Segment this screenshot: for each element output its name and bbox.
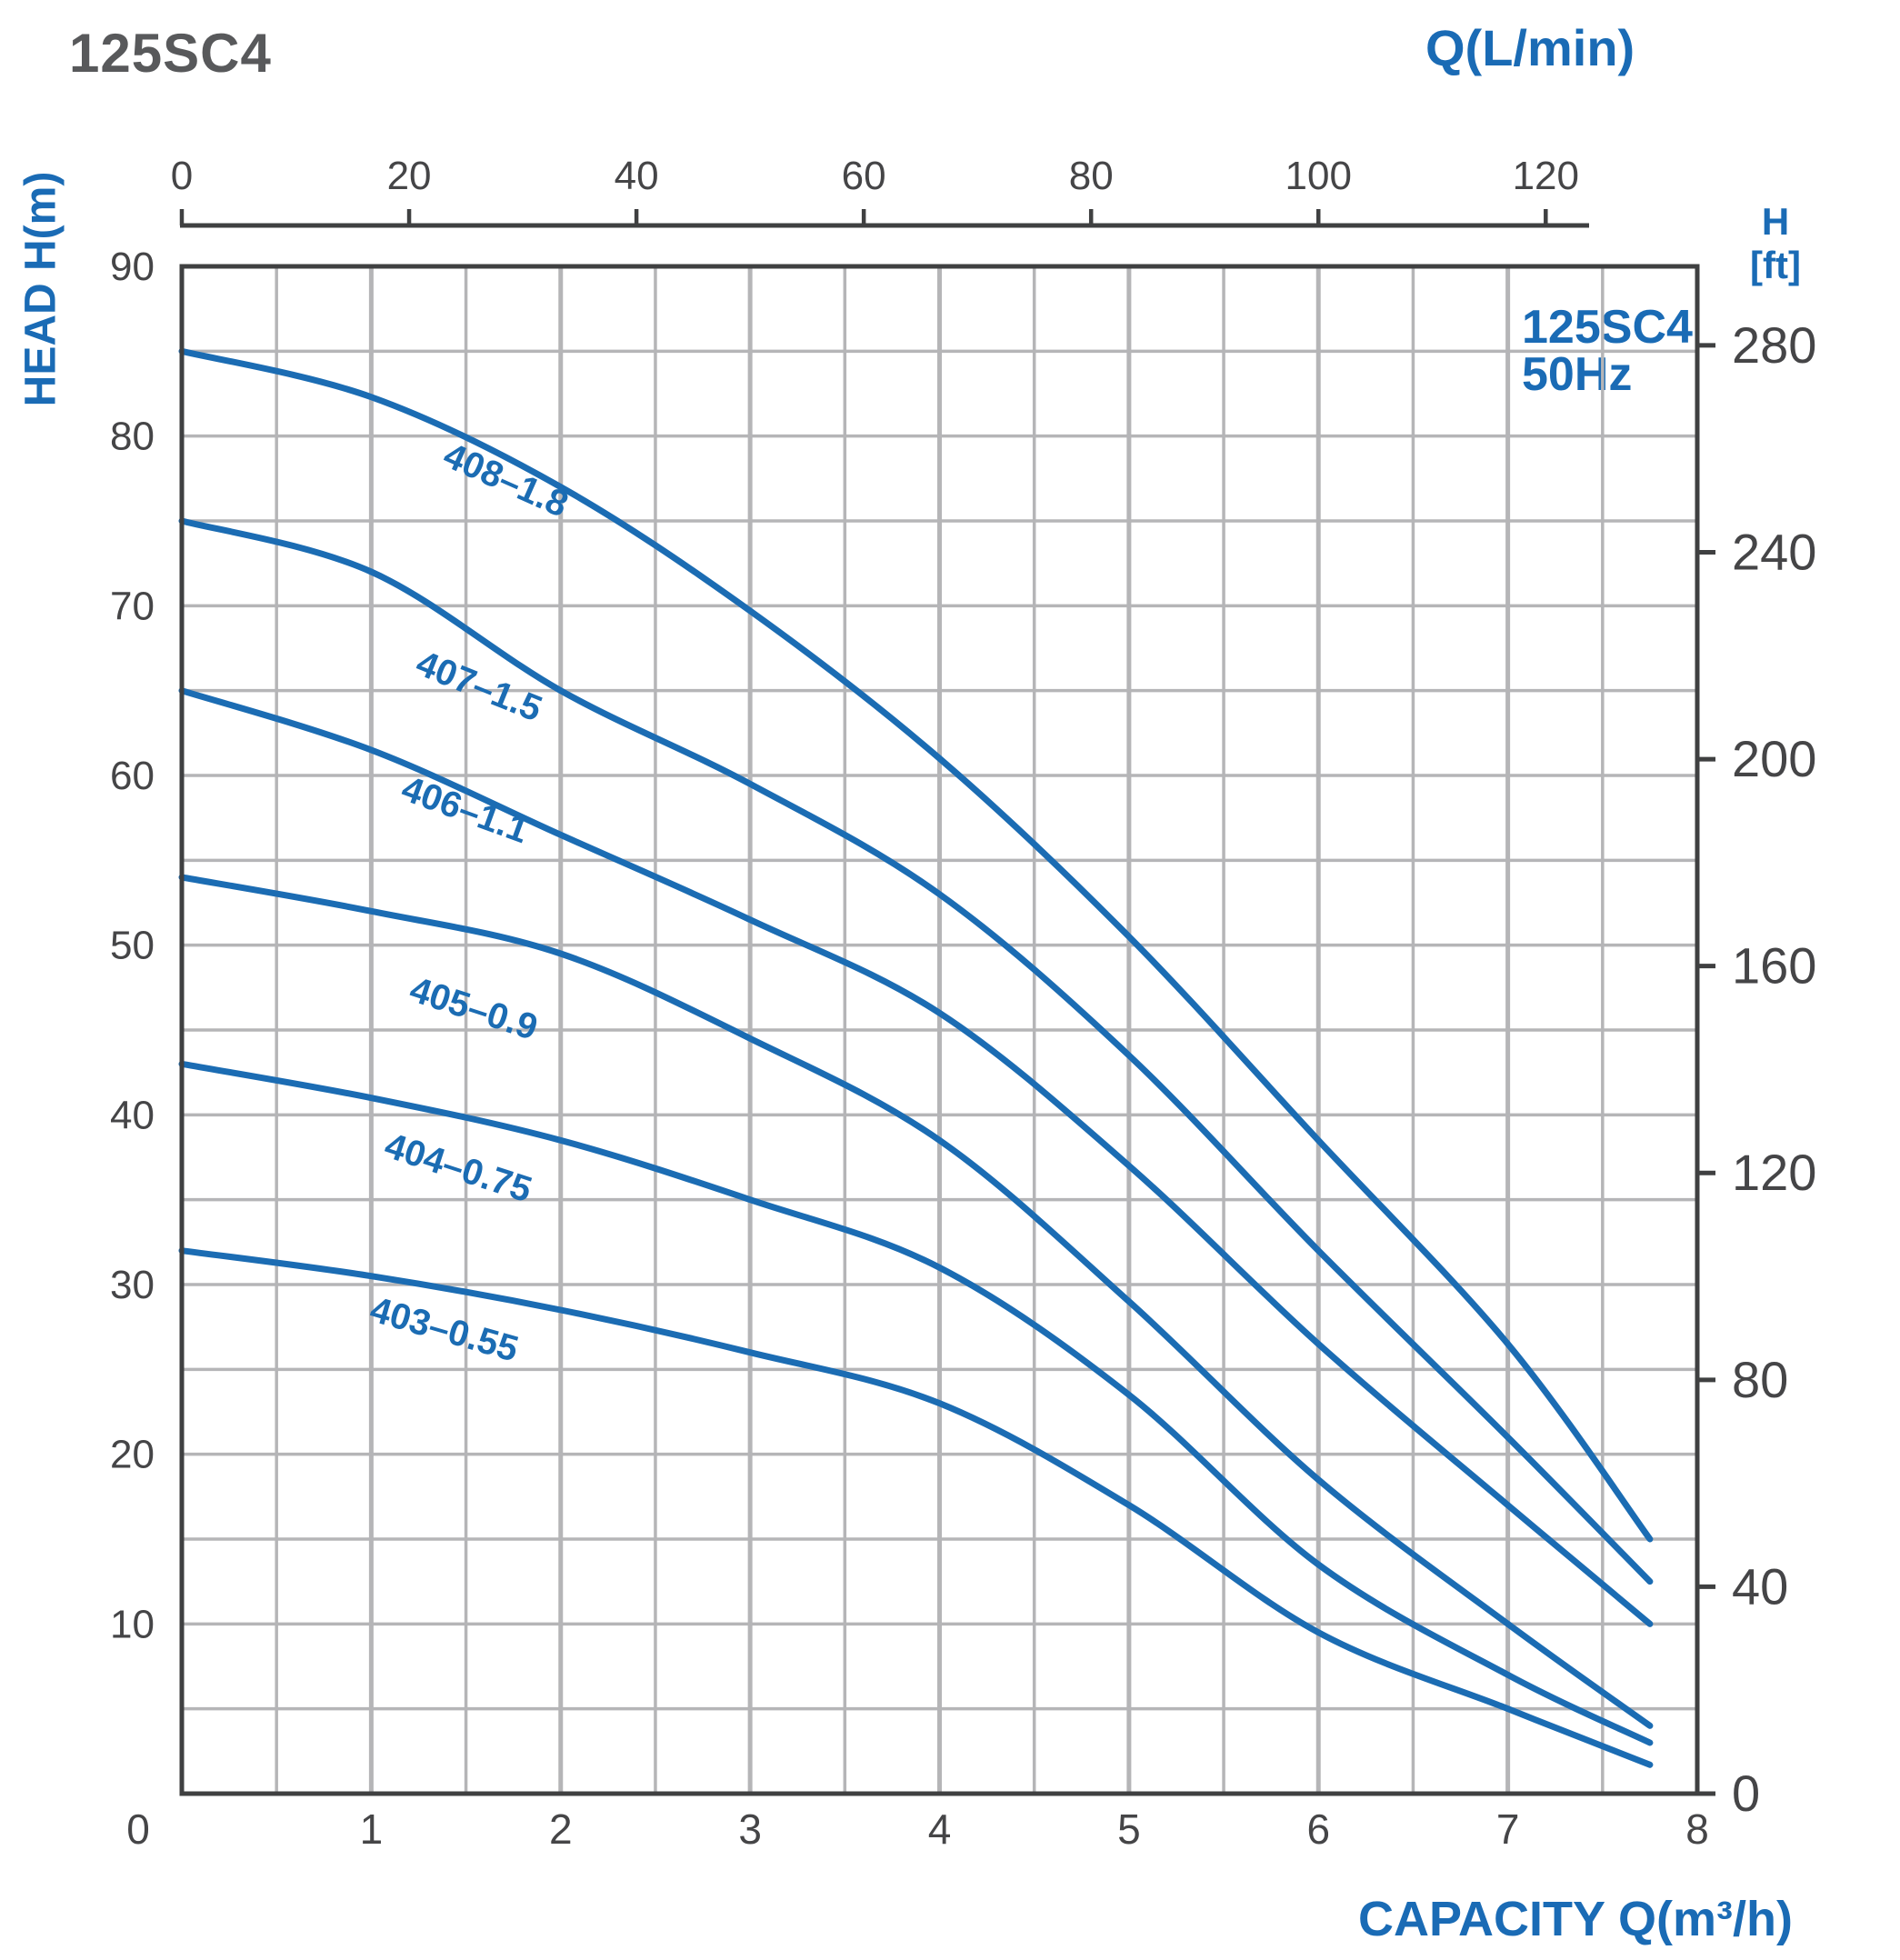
- bottom-axis-tick-label: 3: [738, 1805, 762, 1853]
- right-axis-tick-label: 160: [1732, 937, 1816, 995]
- left-axis-tick-label: 50: [110, 924, 155, 968]
- left-axis-tick-label: 70: [110, 584, 155, 628]
- chart-legend: 125SC4 50Hz: [1522, 304, 1693, 398]
- right-axis-tick-label: 120: [1732, 1144, 1816, 1201]
- left-axis-tick-label: 10: [110, 1602, 155, 1646]
- curve-2: [178, 517, 1654, 1585]
- left-axis-tick-label: 30: [110, 1263, 155, 1307]
- curve-label: 407–1.5: [411, 643, 548, 729]
- plot-border: [179, 264, 1700, 1796]
- top-axis-tick-label: 20: [387, 154, 432, 198]
- right-axis-tick-label: 240: [1732, 523, 1816, 580]
- curve-label: 408–1.8: [437, 435, 574, 525]
- right-axis-tick-label: 80: [1732, 1351, 1788, 1408]
- top-axis-tick-label: 60: [842, 154, 886, 198]
- top-axis-tick-label: 100: [1285, 154, 1352, 198]
- right-axis-tick-label: 0: [1732, 1765, 1760, 1822]
- curve-1: [178, 347, 1654, 1543]
- bottom-axis-tick-label: 0: [126, 1805, 150, 1853]
- bottom-axis-tick-label: 6: [1306, 1805, 1330, 1853]
- curve-label: 404–0.75: [380, 1125, 536, 1210]
- top-axis-tick-label: 0: [171, 154, 193, 198]
- top-axis-tick-label: 120: [1513, 154, 1579, 198]
- right-axis-title: H [ft]: [1735, 200, 1816, 287]
- left-axis-tick-label: 90: [110, 245, 155, 289]
- right-axis-title-line2: [ft]: [1750, 244, 1801, 286]
- legend-model: 125SC4: [1522, 301, 1693, 354]
- bottom-axis-tick-label: 1: [360, 1805, 384, 1853]
- right-axis-title-line1: H: [1761, 200, 1790, 243]
- top-axis-title: Q(L/min): [1425, 19, 1635, 76]
- bottom-axis-tick-label: 4: [928, 1805, 952, 1853]
- top-axis-tick-label: 80: [1069, 154, 1114, 198]
- bottom-axis-tick-label: 5: [1117, 1805, 1141, 1853]
- curve-5: [178, 1060, 1654, 1746]
- bottom-axis-tick-label: 7: [1496, 1805, 1520, 1853]
- curve-4: [178, 874, 1654, 1729]
- right-axis-tick-label: 280: [1732, 316, 1816, 374]
- left-axis-tick-label: 20: [110, 1433, 155, 1477]
- curve-label: 403–0.55: [365, 1289, 523, 1369]
- curve-label: 405–0.9: [405, 969, 542, 1048]
- right-axis-tick-label: 200: [1732, 730, 1816, 787]
- right-axis-tick-label: 40: [1732, 1557, 1788, 1615]
- bottom-axis-title: CAPACITY Q(m³/h): [1358, 1892, 1793, 1946]
- curve-3: [178, 687, 1654, 1627]
- curve-6: [178, 1247, 1654, 1768]
- bottom-axis-tick-label: 2: [549, 1805, 573, 1853]
- left-axis-tick-label: 80: [110, 415, 155, 459]
- page-title: 125SC4: [69, 23, 272, 84]
- left-axis-tick-label: 60: [110, 754, 155, 798]
- bottom-axis-tick-label: 8: [1685, 1805, 1709, 1853]
- legend-frequency: 50Hz: [1522, 348, 1633, 401]
- top-axis-tick-label: 40: [615, 154, 659, 198]
- left-axis-tick-label: 40: [110, 1093, 155, 1137]
